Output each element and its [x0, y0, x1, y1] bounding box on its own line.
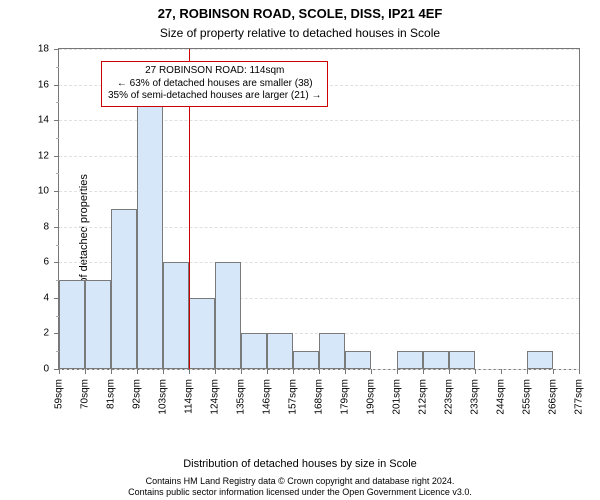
x-tick-mark — [319, 369, 320, 374]
y-minor-tick — [56, 102, 59, 103]
x-tick-mark — [59, 369, 60, 374]
x-tick-mark — [137, 369, 138, 374]
y-minor-tick — [56, 67, 59, 68]
histogram-bar — [85, 280, 111, 369]
y-tick-label: 12 — [38, 150, 49, 161]
x-axis-label: Distribution of detached houses by size … — [0, 458, 600, 470]
x-tick-label: 244sqm — [496, 379, 507, 415]
x-tick-label: 81sqm — [106, 379, 117, 409]
y-minor-tick — [56, 173, 59, 174]
x-tick-label: 277sqm — [574, 379, 585, 415]
plot-area: 02468101214161859sqm70sqm81sqm92sqm103sq… — [58, 48, 580, 370]
x-tick-mark — [371, 369, 372, 374]
y-tick-label: 2 — [43, 328, 49, 339]
histogram-bar — [241, 333, 267, 369]
x-tick-mark — [553, 369, 554, 374]
histogram-bar — [59, 280, 85, 369]
x-tick-label: 92sqm — [132, 379, 143, 409]
x-tick-mark — [423, 369, 424, 374]
x-tick-mark — [345, 369, 346, 374]
y-tick-label: 4 — [43, 292, 49, 303]
x-tick-mark — [579, 369, 580, 374]
y-tick-mark — [54, 156, 59, 157]
y-tick-label: 14 — [38, 115, 49, 126]
x-tick-mark — [241, 369, 242, 374]
y-minor-tick — [56, 138, 59, 139]
y-tick-mark — [54, 262, 59, 263]
x-tick-mark — [397, 369, 398, 374]
chart-footer: Contains HM Land Registry data © Crown c… — [0, 476, 600, 499]
x-tick-mark — [501, 369, 502, 374]
y-tick-mark — [54, 191, 59, 192]
x-tick-label: 190sqm — [366, 379, 377, 415]
x-tick-mark — [189, 369, 190, 374]
annotation-line: 27 ROBINSON ROAD: 114sqm — [108, 65, 321, 78]
x-tick-label: 212sqm — [418, 379, 429, 415]
x-tick-mark — [475, 369, 476, 374]
histogram-bar — [449, 351, 475, 369]
x-tick-mark — [449, 369, 450, 374]
x-tick-label: 59sqm — [54, 379, 65, 409]
histogram-bar — [215, 262, 241, 369]
x-tick-label: 179sqm — [340, 379, 351, 415]
x-tick-label: 233sqm — [470, 379, 481, 415]
x-tick-label: 146sqm — [262, 379, 273, 415]
x-tick-mark — [215, 369, 216, 374]
histogram-bar — [111, 209, 137, 369]
histogram-bar — [345, 351, 371, 369]
x-tick-label: 114sqm — [184, 379, 195, 414]
x-tick-mark — [163, 369, 164, 374]
x-tick-label: 124sqm — [210, 379, 221, 415]
histogram-bar — [293, 351, 319, 369]
x-tick-mark — [527, 369, 528, 374]
histogram-bar — [163, 262, 189, 369]
chart-subtitle: Size of property relative to detached ho… — [0, 26, 600, 40]
histogram-bar — [267, 333, 293, 369]
x-tick-label: 266sqm — [548, 379, 559, 415]
footer-line-2: Contains public sector information licen… — [0, 487, 600, 498]
chart-container: 27, ROBINSON ROAD, SCOLE, DISS, IP21 4EF… — [0, 0, 600, 500]
histogram-bar — [189, 298, 215, 369]
x-tick-label: 103sqm — [158, 379, 169, 415]
x-tick-mark — [293, 369, 294, 374]
y-tick-mark — [54, 85, 59, 86]
y-tick-mark — [54, 120, 59, 121]
x-tick-mark — [85, 369, 86, 374]
histogram-bar — [319, 333, 345, 369]
y-tick-mark — [54, 49, 59, 50]
histogram-bar — [423, 351, 449, 369]
annotation-line: ← 63% of detached houses are smaller (38… — [108, 78, 321, 91]
histogram-bar — [527, 351, 553, 369]
y-tick-label: 18 — [38, 44, 49, 55]
y-tick-label: 16 — [38, 79, 49, 90]
histogram-bar — [397, 351, 423, 369]
x-tick-label: 70sqm — [80, 379, 91, 409]
x-tick-mark — [111, 369, 112, 374]
x-tick-label: 255sqm — [522, 379, 533, 415]
y-minor-tick — [56, 245, 59, 246]
y-tick-label: 0 — [43, 364, 49, 375]
y-tick-label: 8 — [43, 221, 49, 232]
y-tick-label: 6 — [43, 257, 49, 268]
x-tick-label: 201sqm — [392, 379, 403, 415]
x-tick-label: 223sqm — [444, 379, 455, 415]
gridline — [59, 49, 579, 50]
y-tick-label: 10 — [38, 186, 49, 197]
x-tick-mark — [267, 369, 268, 374]
x-tick-label: 157sqm — [288, 379, 299, 415]
histogram-bar — [137, 85, 163, 369]
annotation-box: 27 ROBINSON ROAD: 114sqm← 63% of detache… — [101, 61, 328, 107]
y-tick-mark — [54, 227, 59, 228]
annotation-line: 35% of semi-detached houses are larger (… — [108, 90, 321, 103]
chart-title: 27, ROBINSON ROAD, SCOLE, DISS, IP21 4EF — [0, 6, 600, 21]
footer-line-1: Contains HM Land Registry data © Crown c… — [0, 476, 600, 487]
y-minor-tick — [56, 209, 59, 210]
x-tick-label: 168sqm — [314, 379, 325, 415]
x-tick-label: 135sqm — [236, 379, 247, 415]
